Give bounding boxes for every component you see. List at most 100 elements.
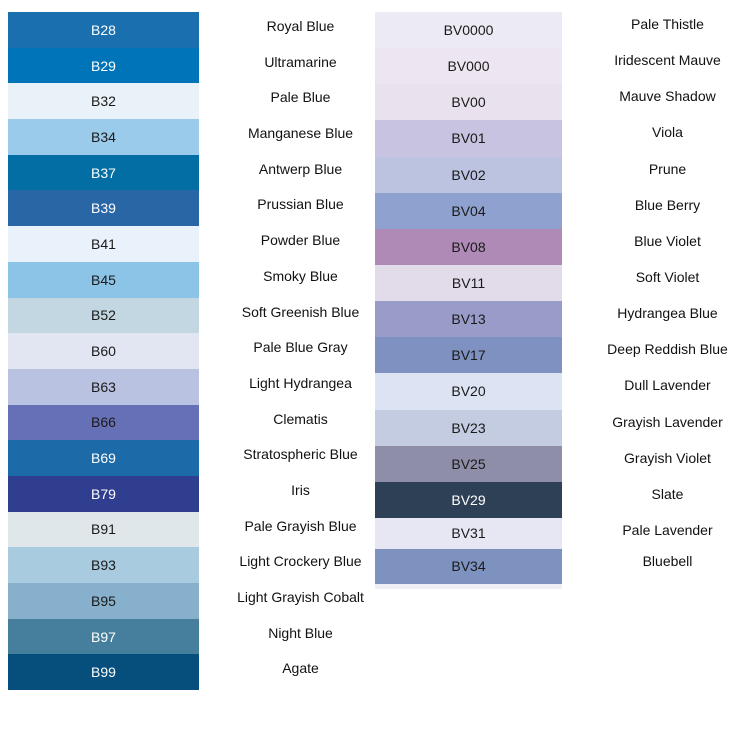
color-name: Pale Lavender xyxy=(622,521,713,538)
color-name: Bluebell xyxy=(642,552,693,569)
color-row: B60 Pale Blue Gray xyxy=(8,333,348,369)
color-swatch: B29 xyxy=(8,47,199,84)
color-name: Light Grayish Cobalt xyxy=(237,589,364,605)
color-row: B45 Smoky Blue xyxy=(8,261,338,298)
color-swatch: B60 xyxy=(8,333,199,369)
color-name: Pale Blue xyxy=(270,89,331,106)
color-row: B66 Clematis xyxy=(8,404,328,441)
color-row: B95 Light Grayish Cobalt xyxy=(8,583,364,619)
color-row: B69 Stratospheric Blue xyxy=(8,440,358,476)
color-swatch: BV17 xyxy=(375,337,562,374)
color-row: BV13 Hydrangea Blue xyxy=(375,301,718,338)
color-row: BV02 Prune xyxy=(375,156,686,193)
color-swatch: B52 xyxy=(8,297,199,334)
color-row: BV25 Grayish Violet xyxy=(375,445,711,482)
color-swatch: B28 xyxy=(8,12,199,48)
color-swatch: BV34 xyxy=(375,548,562,584)
color-row: B52 Soft Greenish Blue xyxy=(8,297,359,334)
color-swatch: BV11 xyxy=(375,264,562,302)
color-name: Pale Blue Gray xyxy=(253,339,348,356)
color-name: Pale Grayish Blue xyxy=(244,517,357,534)
color-name: Grayish Violet xyxy=(624,449,711,466)
color-swatch: BV00 xyxy=(375,84,562,121)
color-name: Pale Thistle xyxy=(631,16,704,32)
color-swatch: BV01 xyxy=(375,120,562,157)
color-swatch: B91 xyxy=(8,511,199,548)
color-row: BV34 Bluebell xyxy=(375,548,692,584)
color-name: Manganese Blue xyxy=(247,125,354,142)
bv-series-column: BV0000 Pale Thistle BV000 Iridescent Mauve B… xyxy=(375,12,728,589)
color-name: Night Blue xyxy=(268,624,333,641)
color-swatch: B66 xyxy=(8,404,199,441)
color-swatch: B69 xyxy=(8,440,199,476)
color-row: B29 Ultramarine xyxy=(8,47,337,84)
color-swatch: BV13 xyxy=(375,301,562,338)
color-name: Blue Violet xyxy=(634,232,701,249)
color-swatch: B63 xyxy=(8,368,199,405)
color-name: Clematis xyxy=(273,410,328,427)
divider xyxy=(375,583,562,589)
color-row: B34 Manganese Blue xyxy=(8,119,353,155)
color-swatch: B45 xyxy=(8,261,199,298)
color-row: BV29 Slate xyxy=(375,481,683,518)
color-swatch: B41 xyxy=(8,226,199,262)
color-swatch: BV0000 xyxy=(375,12,562,49)
color-row: BV23 Grayish Lavender xyxy=(375,409,723,446)
color-swatch: BV02 xyxy=(375,156,562,193)
color-name: Viola xyxy=(652,124,683,141)
color-swatch: BV29 xyxy=(375,481,562,518)
color-name: Antwerp Blue xyxy=(258,160,343,177)
color-name: Deep Reddish Blue xyxy=(607,341,728,358)
color-row: BV00 Mauve Shadow xyxy=(375,84,716,121)
color-name: Soft Greenish Blue xyxy=(241,303,360,320)
color-swatch: B37 xyxy=(8,154,199,191)
color-name: Mauve Shadow xyxy=(619,88,716,105)
color-row: BV17 Deep Reddish Blue xyxy=(375,337,728,374)
color-row: B93 Light Crockery Blue xyxy=(8,547,362,583)
color-row: B32 Pale Blue xyxy=(8,83,330,120)
color-name: Ultramarine xyxy=(264,53,337,70)
color-name: Royal Blue xyxy=(266,18,335,34)
color-swatch: B39 xyxy=(8,190,199,227)
color-row: B99 Agate xyxy=(8,654,319,691)
color-name: Grayish Lavender xyxy=(612,413,723,430)
color-name: Smoky Blue xyxy=(263,267,338,284)
color-swatch: B93 xyxy=(8,547,199,583)
b-series-column: B28 Royal Blue B29 Ultramarine B32 Pale Blue B… xyxy=(8,12,364,691)
color-row: B97 Night Blue xyxy=(8,618,333,655)
color-name: Dull Lavender xyxy=(624,377,711,394)
color-row: B37 Antwerp Blue xyxy=(8,154,342,191)
color-row: B63 Light Hydrangea xyxy=(8,368,352,405)
color-row: BV31 Pale Lavender xyxy=(375,517,713,549)
color-row: BV04 Blue Berry xyxy=(375,192,700,229)
color-name: Light Crockery Blue xyxy=(239,553,362,570)
color-name: Prussian Blue xyxy=(257,196,344,213)
color-swatch: B95 xyxy=(8,583,199,619)
color-name: Soft Violet xyxy=(635,268,700,285)
color-swatch: B79 xyxy=(8,475,199,512)
color-row: B28 Royal Blue xyxy=(8,12,334,48)
color-row: B39 Prussian Blue xyxy=(8,190,344,227)
color-swatch: BV25 xyxy=(375,445,562,482)
color-swatch: BV000 xyxy=(375,48,562,85)
color-swatch: B99 xyxy=(8,654,199,691)
color-name: Agate xyxy=(282,660,319,677)
color-row: B41 Powder Blue xyxy=(8,226,340,262)
color-row: BV01 Viola xyxy=(375,120,683,157)
color-row: BV0000 Pale Thistle xyxy=(375,12,704,49)
color-swatch: B34 xyxy=(8,119,199,155)
color-name: Light Hydrangea xyxy=(249,374,352,391)
color-swatch: B32 xyxy=(8,83,199,120)
color-name: Powder Blue xyxy=(260,232,341,249)
color-row: B79 Iris xyxy=(8,475,310,512)
color-row: BV000 Iridescent Mauve xyxy=(375,48,721,85)
color-row: BV20 Dull Lavender xyxy=(375,373,711,410)
color-name: Iridescent Mauve xyxy=(614,52,721,69)
color-name: Prune xyxy=(648,160,687,177)
color-name: Slate xyxy=(651,485,684,502)
color-name: Hydrangea Blue xyxy=(617,305,718,322)
color-swatch: BV20 xyxy=(375,373,562,410)
color-row: B91 Pale Grayish Blue xyxy=(8,511,357,548)
color-name: Iris xyxy=(291,481,310,498)
color-swatch: B97 xyxy=(8,618,199,655)
